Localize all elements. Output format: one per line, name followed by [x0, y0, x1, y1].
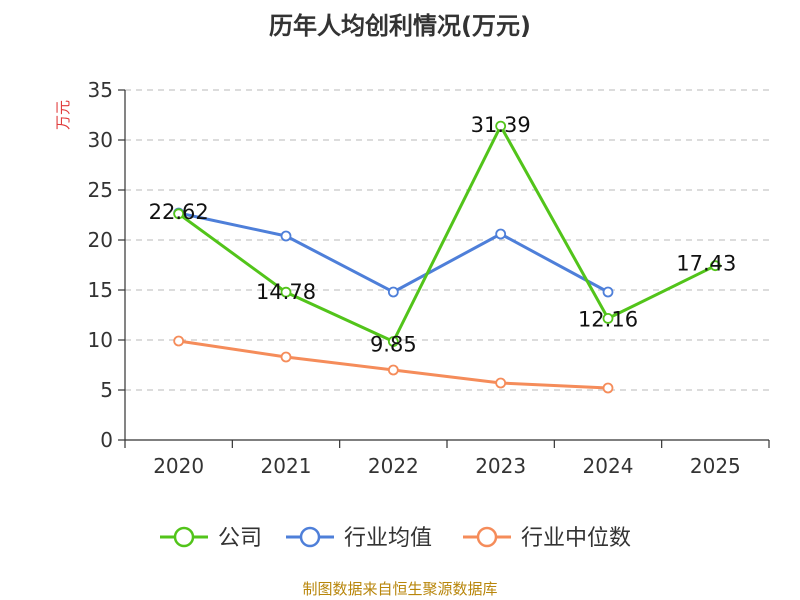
data-label: 9.85	[370, 333, 417, 357]
legend-label: 公司	[218, 526, 262, 551]
series-point-2	[387, 364, 399, 376]
y-axis-label: 万元	[54, 100, 72, 130]
legend-label: 行业均值	[344, 526, 432, 551]
series-point-1	[387, 286, 399, 298]
source-note: 制图数据来自恒生聚源数据库	[302, 580, 498, 598]
series-point-0	[495, 120, 507, 132]
legend-swatch-marker	[476, 526, 498, 548]
series-point-0	[280, 286, 292, 298]
y-tick-label: 35	[88, 78, 113, 102]
x-tick-label: 2020	[153, 454, 204, 478]
y-tick-label: 10	[88, 328, 113, 352]
gridlines	[125, 89, 769, 391]
legend-label: 行业中位数	[521, 526, 631, 551]
legend-swatch-marker	[299, 526, 321, 548]
series-point-2	[602, 382, 614, 394]
legend: 公司 行业均值 行业中位数	[160, 526, 631, 551]
x-tick-label: 2024	[583, 454, 634, 478]
data-label: 22.62	[149, 200, 209, 224]
series-line-1	[178, 211, 609, 294]
legend-swatch-marker	[173, 526, 195, 548]
y-tick-label: 5	[100, 378, 113, 402]
y-tick-label: 20	[88, 228, 113, 252]
y-tick-label: 15	[88, 278, 113, 302]
series-point-2	[280, 351, 292, 363]
data-label: 17.43	[676, 252, 736, 276]
series-point-1	[495, 228, 507, 240]
series-point-1	[602, 286, 614, 298]
chart-title: 历年人均创利情况(万元)	[269, 12, 531, 40]
series-point-0	[173, 208, 185, 220]
series-point-0	[602, 312, 614, 324]
series-point-0	[387, 336, 399, 347]
data-label: 14.78	[256, 280, 316, 304]
series-point-2	[495, 377, 507, 389]
x-tick-label: 2025	[690, 454, 741, 478]
series-point-1	[280, 230, 292, 242]
y-tick-label: 30	[88, 128, 113, 152]
x-tick-label: 2021	[261, 454, 312, 478]
series-point-2	[173, 335, 185, 347]
series-line-0	[177, 124, 716, 343]
y-tick-label: 0	[100, 428, 113, 452]
y-tick-label: 25	[88, 178, 113, 202]
data-labels: 22.62 14.78 9.85 31.39 12.16 17.43	[149, 113, 737, 356]
data-label: 12.16	[578, 307, 638, 331]
x-tick-label: 2023	[475, 454, 526, 478]
data-label: 31.39	[471, 113, 531, 137]
x-tick-label: 2022	[368, 454, 419, 478]
series-point-0	[709, 260, 721, 272]
series-lines	[173, 120, 721, 394]
